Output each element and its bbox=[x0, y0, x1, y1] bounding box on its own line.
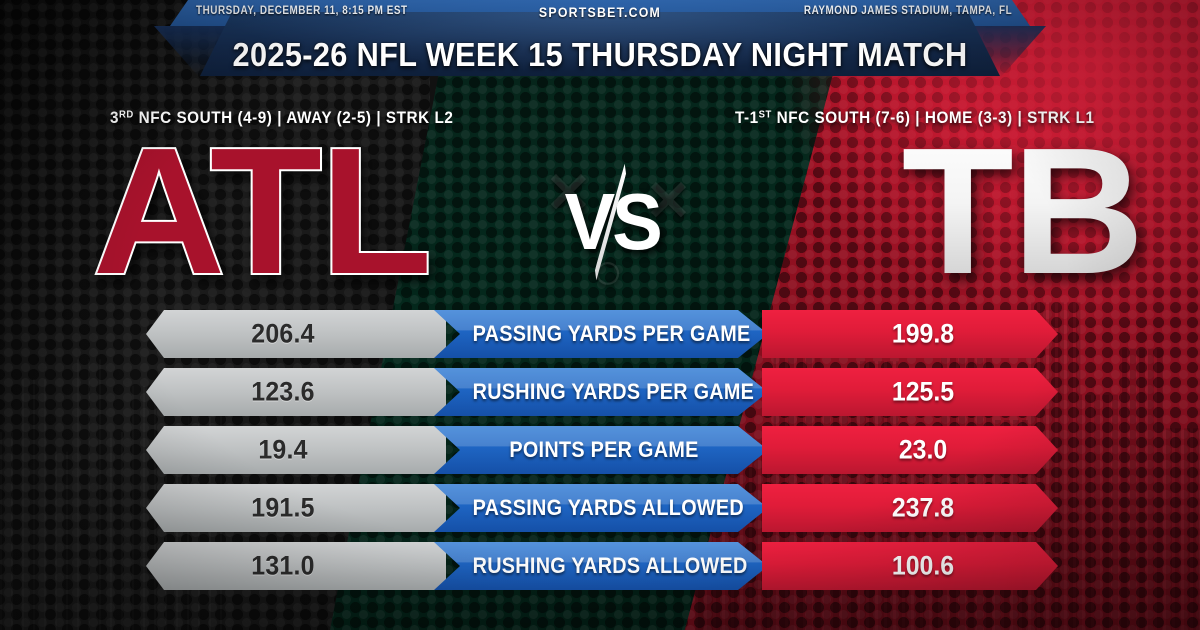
away-stat-value-cell: 131.0 bbox=[146, 542, 446, 590]
away-stat-value: 206.4 bbox=[251, 318, 315, 349]
stat-label-cell: POINTS PER GAME bbox=[434, 426, 768, 474]
brand-label: SPORTSBET.COM bbox=[538, 4, 662, 20]
home-stat-value: 125.5 bbox=[891, 376, 955, 407]
page-title: 2025-26 NFL WEEK 15 THURSDAY NIGHT MATCH bbox=[232, 36, 968, 73]
stat-label: RUSHING YARDS PER GAME bbox=[472, 379, 755, 404]
away-stat-value-cell: 206.4 bbox=[146, 310, 446, 358]
away-team-abbr: ATL bbox=[91, 111, 435, 312]
away-stat-value: 191.5 bbox=[251, 492, 315, 523]
home-record-rest: NFC SOUTH (7-6) | HOME (3-3) | STRK L1 bbox=[772, 108, 1095, 127]
stat-row: 191.5 PASSING YARDS ALLOWED 237.8 bbox=[0, 484, 1200, 532]
game-datetime: THURSDAY, DECEMBER 11, 8:15 PM EST bbox=[196, 5, 408, 17]
stat-label-cell: RUSHING YARDS PER GAME bbox=[434, 368, 768, 416]
stat-label: PASSING YARDS PER GAME bbox=[472, 321, 751, 346]
home-stat-value-cell: 125.5 bbox=[762, 368, 1058, 416]
stat-label: RUSHING YARDS ALLOWED bbox=[472, 553, 748, 578]
stat-comparison-table: 206.4 PASSING YARDS PER GAME 199.8 123.6 RUS… bbox=[0, 310, 1200, 600]
game-venue: RAYMOND JAMES STADIUM, TAMPA, FL bbox=[803, 5, 1012, 17]
away-rank-suffix: RD bbox=[119, 108, 134, 121]
stat-row: 123.6 RUSHING YARDS PER GAME 125.5 bbox=[0, 368, 1200, 416]
away-record-rest: NFC SOUTH (4-9) | AWAY (2-5) | STRK L2 bbox=[133, 108, 454, 127]
stat-row: 131.0 RUSHING YARDS ALLOWED 100.6 bbox=[0, 542, 1200, 590]
home-stat-value: 100.6 bbox=[891, 550, 955, 581]
home-rank-suffix: ST bbox=[759, 108, 773, 121]
home-stat-value-cell: 23.0 bbox=[762, 426, 1058, 474]
home-stat-value: 199.8 bbox=[891, 318, 955, 349]
stat-label: POINTS PER GAME bbox=[509, 437, 699, 462]
home-stat-value-cell: 199.8 bbox=[762, 310, 1058, 358]
away-rank: 3 bbox=[110, 108, 120, 127]
stat-label-cell: PASSING YARDS PER GAME bbox=[434, 310, 768, 358]
home-stat-value: 237.8 bbox=[891, 492, 955, 523]
stat-label-cell: RUSHING YARDS ALLOWED bbox=[434, 542, 768, 590]
versus-label: VS bbox=[565, 176, 663, 268]
home-stat-value: 23.0 bbox=[898, 434, 948, 465]
away-stat-value-cell: 19.4 bbox=[146, 426, 446, 474]
home-stat-value-cell: 100.6 bbox=[762, 542, 1058, 590]
stat-label: PASSING YARDS ALLOWED bbox=[472, 495, 744, 520]
home-rank: T-1 bbox=[735, 108, 760, 127]
away-team-record: 3RD NFC SOUTH (4-9) | AWAY (2-5) | STRK … bbox=[110, 108, 453, 128]
home-team-record: T-1ST NFC SOUTH (7-6) | HOME (3-3) | STR… bbox=[735, 108, 1095, 128]
away-stat-value-cell: 123.6 bbox=[146, 368, 446, 416]
away-stat-value: 123.6 bbox=[251, 376, 315, 407]
x-playbook-icon-left: ✕ bbox=[545, 161, 592, 224]
home-team-abbr: TB bbox=[901, 111, 1144, 312]
stat-row: 206.4 PASSING YARDS PER GAME 199.8 bbox=[0, 310, 1200, 358]
stat-row: 19.4 POINTS PER GAME 23.0 bbox=[0, 426, 1200, 474]
x-playbook-icon-right: ✕ bbox=[645, 169, 692, 232]
header-title-band bbox=[186, 12, 1014, 76]
home-stat-value-cell: 237.8 bbox=[762, 484, 1058, 532]
away-stat-value: 131.0 bbox=[251, 550, 315, 581]
stat-label-cell: PASSING YARDS ALLOWED bbox=[434, 484, 768, 532]
away-stat-value-cell: 191.5 bbox=[146, 484, 446, 532]
away-stat-value: 19.4 bbox=[258, 434, 308, 465]
